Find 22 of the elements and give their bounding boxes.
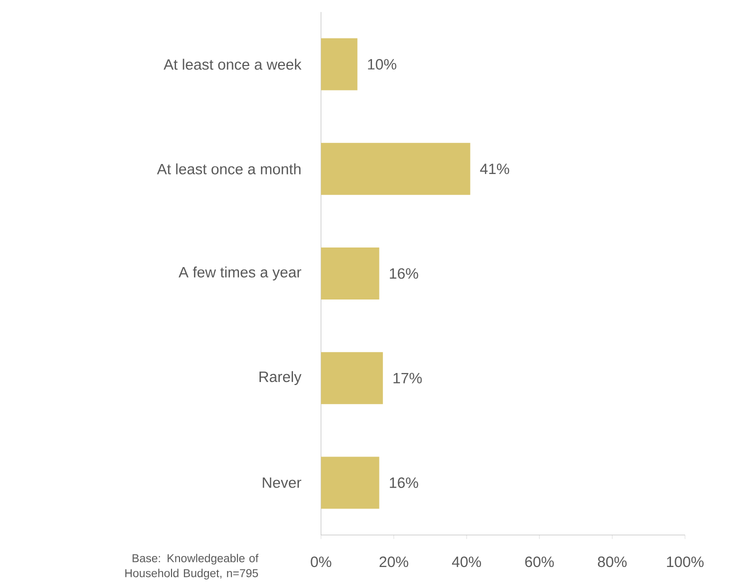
bar bbox=[321, 456, 380, 509]
x-tick-label: 0% bbox=[310, 556, 332, 568]
y-tick-label: At least once a month bbox=[156, 164, 300, 174]
bar bbox=[321, 142, 470, 195]
x-tick-label: 20% bbox=[380, 556, 408, 568]
data-label: 16% bbox=[390, 268, 418, 279]
bar bbox=[321, 38, 358, 90]
bar bbox=[321, 352, 383, 404]
x-tick-label: 60% bbox=[525, 556, 554, 568]
y-tick-label: A few times a year bbox=[178, 266, 302, 281]
y-tick-label: At least once a week bbox=[164, 58, 302, 70]
bar bbox=[321, 248, 380, 300]
y-tick-label: Never bbox=[262, 478, 302, 488]
text: Base: Knowledgeable of Household Budget, n=795 bbox=[125, 554, 258, 580]
x-tick-label: 100% bbox=[667, 556, 704, 568]
data-label: 41% bbox=[480, 164, 510, 174]
data-label: 17% bbox=[394, 372, 422, 384]
data-label: 16% bbox=[390, 477, 418, 488]
x-tick-label: 40% bbox=[452, 556, 482, 568]
y-tick-label: Rarely bbox=[260, 371, 302, 386]
data-label: 10% bbox=[368, 59, 396, 70]
x-tick-label: 80% bbox=[598, 556, 627, 568]
